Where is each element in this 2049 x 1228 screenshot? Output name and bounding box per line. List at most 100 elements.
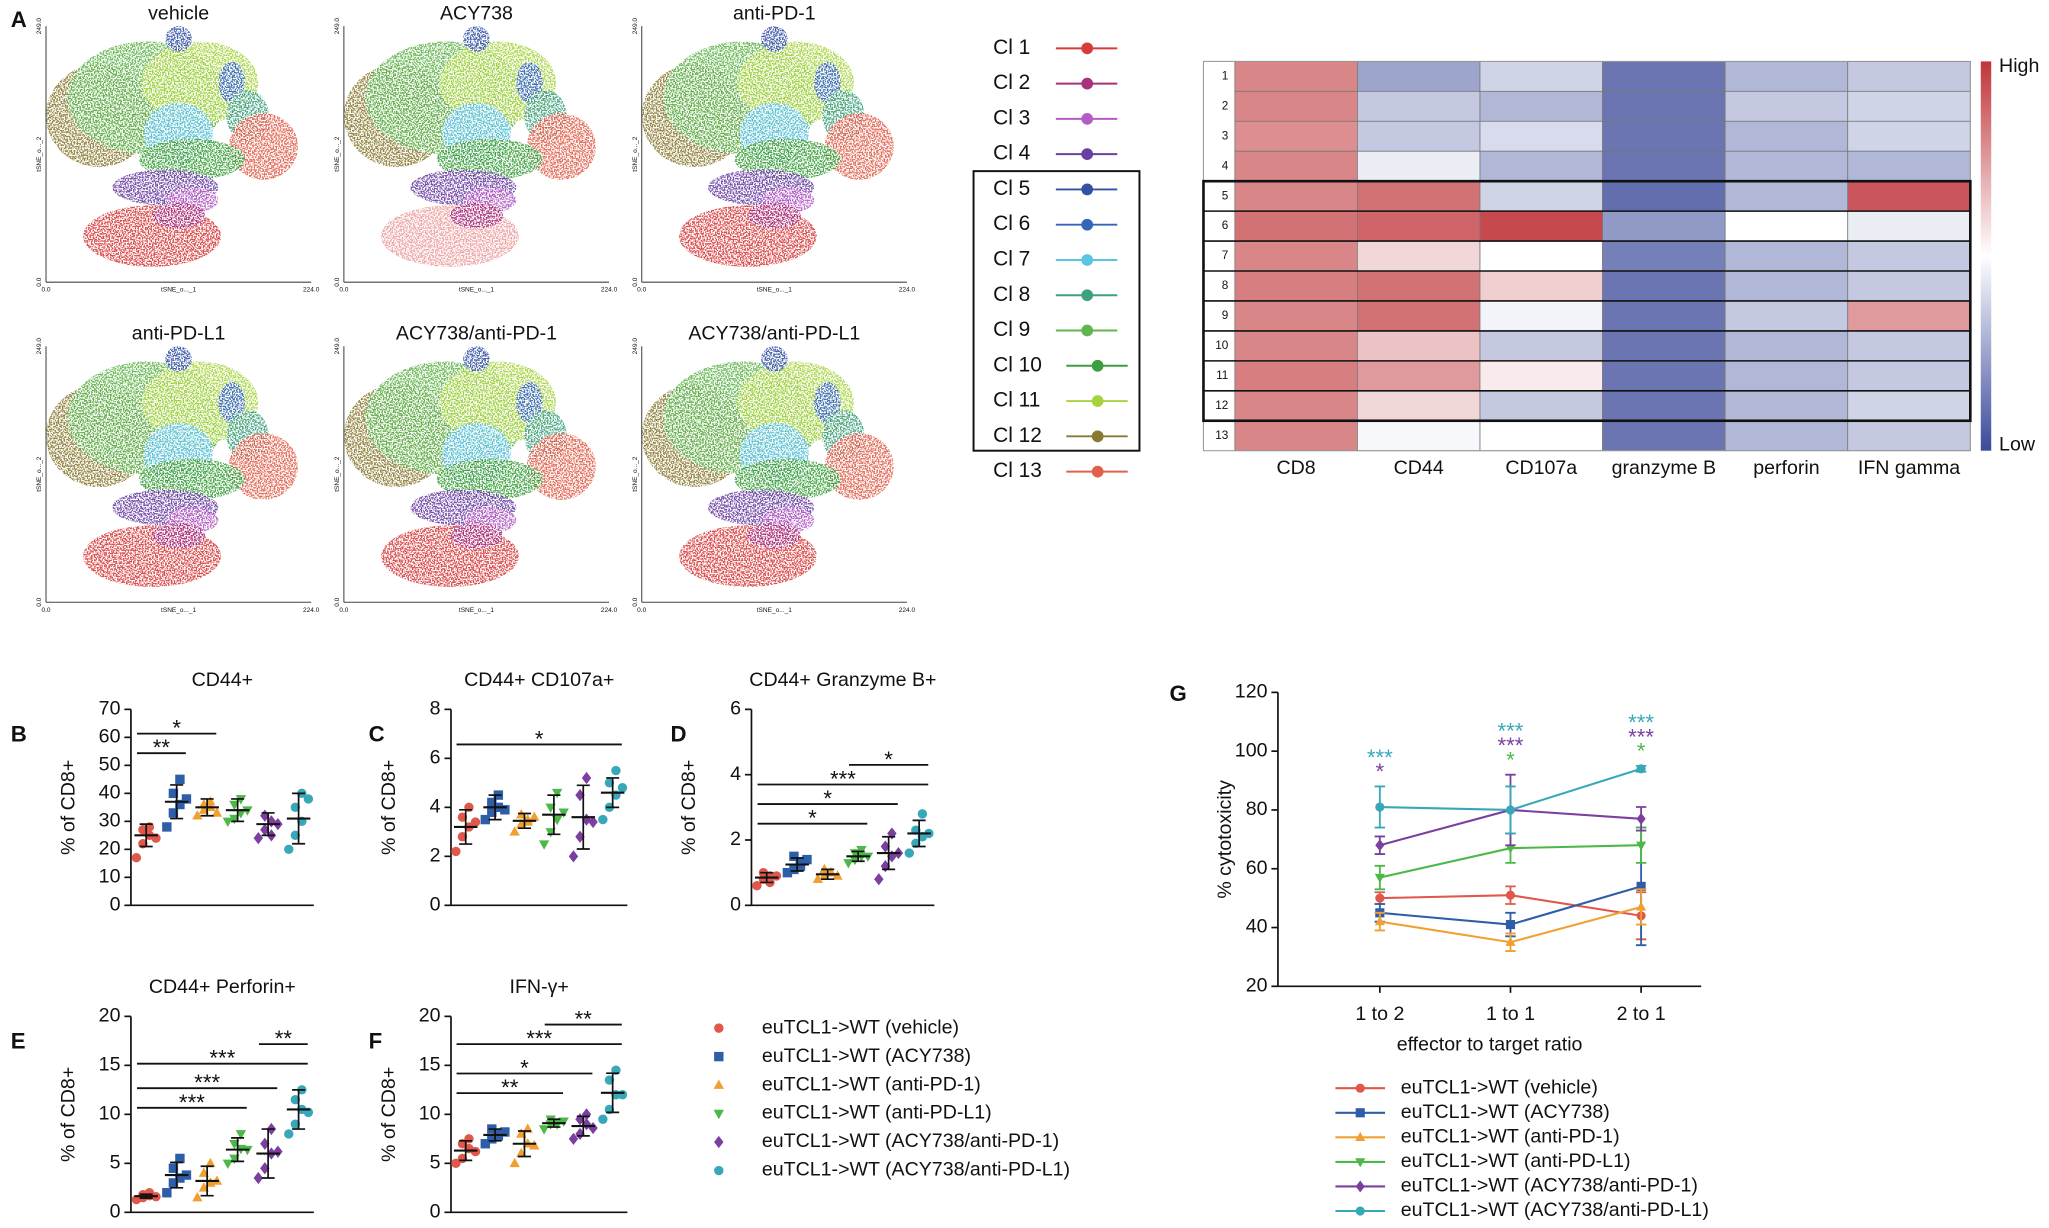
- cluster-swatch: [1081, 42, 1094, 55]
- tsne-cluster: [449, 202, 503, 229]
- x-axis-label: tSNE_o..._1: [757, 287, 793, 294]
- data-point: [273, 1145, 283, 1158]
- heatmap-cell: [1479, 330, 1603, 362]
- row-label: 5: [1222, 189, 1229, 202]
- data-point: [470, 817, 481, 827]
- error-bar: [851, 850, 865, 863]
- y-axis-label: % of CD8+: [378, 760, 400, 855]
- legend-label: euTCL1->WT (anti-PD-L1): [762, 1102, 992, 1124]
- plot-title: ACY738/anti-PD-L1: [688, 323, 860, 345]
- cluster-label: Cl 4: [993, 142, 1030, 165]
- plot-title: CD44+: [192, 669, 253, 691]
- heatmap-cell: [1602, 420, 1726, 452]
- y-axis-label: tSNE_o..._2: [36, 136, 43, 172]
- cluster-swatch: [1081, 183, 1094, 196]
- data-point: [1636, 881, 1646, 891]
- colorbar-label: Low: [1999, 434, 2036, 456]
- data-point: [487, 797, 497, 808]
- data-point: [175, 1153, 185, 1164]
- heatmap-cell: [1357, 360, 1481, 392]
- data-point: [581, 1118, 592, 1131]
- panel-label: C: [369, 721, 385, 746]
- data-point: [235, 795, 247, 805]
- heatmap-cell: [1724, 180, 1849, 212]
- y-tick-label: 20: [1246, 974, 1268, 996]
- y-axis-label: % of CD8+: [58, 760, 80, 855]
- heatmap-cell: [1724, 90, 1849, 122]
- data-point: [487, 807, 497, 817]
- data-point: [509, 826, 520, 836]
- error-bar: [576, 784, 590, 850]
- heatmap-cell: [1479, 150, 1603, 182]
- cluster-label: Cl 6: [993, 212, 1030, 235]
- y-tick-label: 40: [99, 782, 121, 804]
- tsne-cluster: [141, 41, 259, 124]
- significance-label: ***: [526, 1026, 552, 1051]
- tsne-cluster: [141, 361, 259, 444]
- error-bar: [547, 794, 561, 836]
- y-tick-label: 20: [99, 838, 121, 860]
- data-point: [175, 1173, 185, 1183]
- data-point: [487, 1134, 497, 1144]
- tsne-cluster: [463, 346, 490, 372]
- error-bar: [488, 1128, 502, 1142]
- data-point: [222, 1159, 233, 1169]
- legend-marker: [1355, 1131, 1366, 1141]
- tsne-cluster: [761, 26, 788, 52]
- y-tick-label: 249.0: [632, 338, 639, 355]
- cluster-swatch: [1091, 465, 1104, 478]
- error-bar: [231, 798, 245, 823]
- data-point: [1375, 893, 1385, 903]
- tsne-cluster: [218, 61, 245, 103]
- plot-title: ACY738/anti-PD-1: [396, 323, 557, 345]
- heatmap-cell: [1602, 240, 1726, 272]
- heatmap-cell: [1479, 120, 1603, 152]
- data-point: [290, 802, 301, 813]
- y-tick-label: 10: [99, 866, 121, 888]
- heatmap-cell: [1847, 390, 1971, 422]
- column-label: IFN gamma: [1858, 457, 1960, 479]
- data-point: [1636, 901, 1647, 911]
- data-point: [181, 794, 192, 804]
- y-axis-label: % cytotoxicity: [1214, 780, 1236, 899]
- y-tick-label: 10: [99, 1103, 121, 1125]
- y-tick-label: 4: [430, 796, 441, 818]
- data-point: [500, 805, 510, 815]
- legend-marker: [714, 1051, 724, 1062]
- heatmap-cell: [1357, 150, 1481, 182]
- cluster-label: Cl 2: [993, 71, 1030, 94]
- data-point: [575, 1127, 585, 1141]
- heatmap-cell: [1847, 420, 1971, 452]
- heatmap-cell: [1234, 390, 1358, 422]
- legend-label: euTCL1->WT (anti-PD-L1): [1401, 1150, 1631, 1172]
- error-bar: [606, 1072, 620, 1114]
- data-point: [451, 846, 461, 857]
- colorbar-label: High: [1999, 55, 2039, 77]
- data-point: [175, 799, 185, 810]
- heatmap-cell: [1847, 90, 1971, 122]
- heatmap-cell: [1479, 360, 1603, 392]
- cluster-label: Cl 10: [993, 353, 1042, 376]
- heatmap-cell: [1847, 180, 1971, 212]
- data-point: [789, 851, 799, 862]
- data-point: [802, 854, 812, 865]
- data-point: [1375, 802, 1385, 812]
- x-tick-label: 0.0: [339, 287, 348, 294]
- data-point: [874, 873, 884, 886]
- data-point: [1374, 916, 1385, 926]
- tsne-cluster: [229, 433, 298, 500]
- y-tick-label: 50: [99, 754, 121, 776]
- data-point: [1636, 812, 1646, 825]
- cluster-label: Cl 5: [993, 177, 1030, 200]
- significance-label: *: [1376, 759, 1385, 784]
- heatmap-cell: [1602, 300, 1726, 332]
- data-point: [617, 1090, 628, 1100]
- data-point: [500, 1127, 510, 1137]
- plot-title: IFN-γ+: [510, 976, 569, 998]
- heatmap-cell: [1602, 360, 1726, 392]
- data-point: [1375, 839, 1385, 852]
- data-point: [192, 1191, 203, 1202]
- error-bar: [200, 798, 214, 817]
- data-point: [887, 850, 897, 863]
